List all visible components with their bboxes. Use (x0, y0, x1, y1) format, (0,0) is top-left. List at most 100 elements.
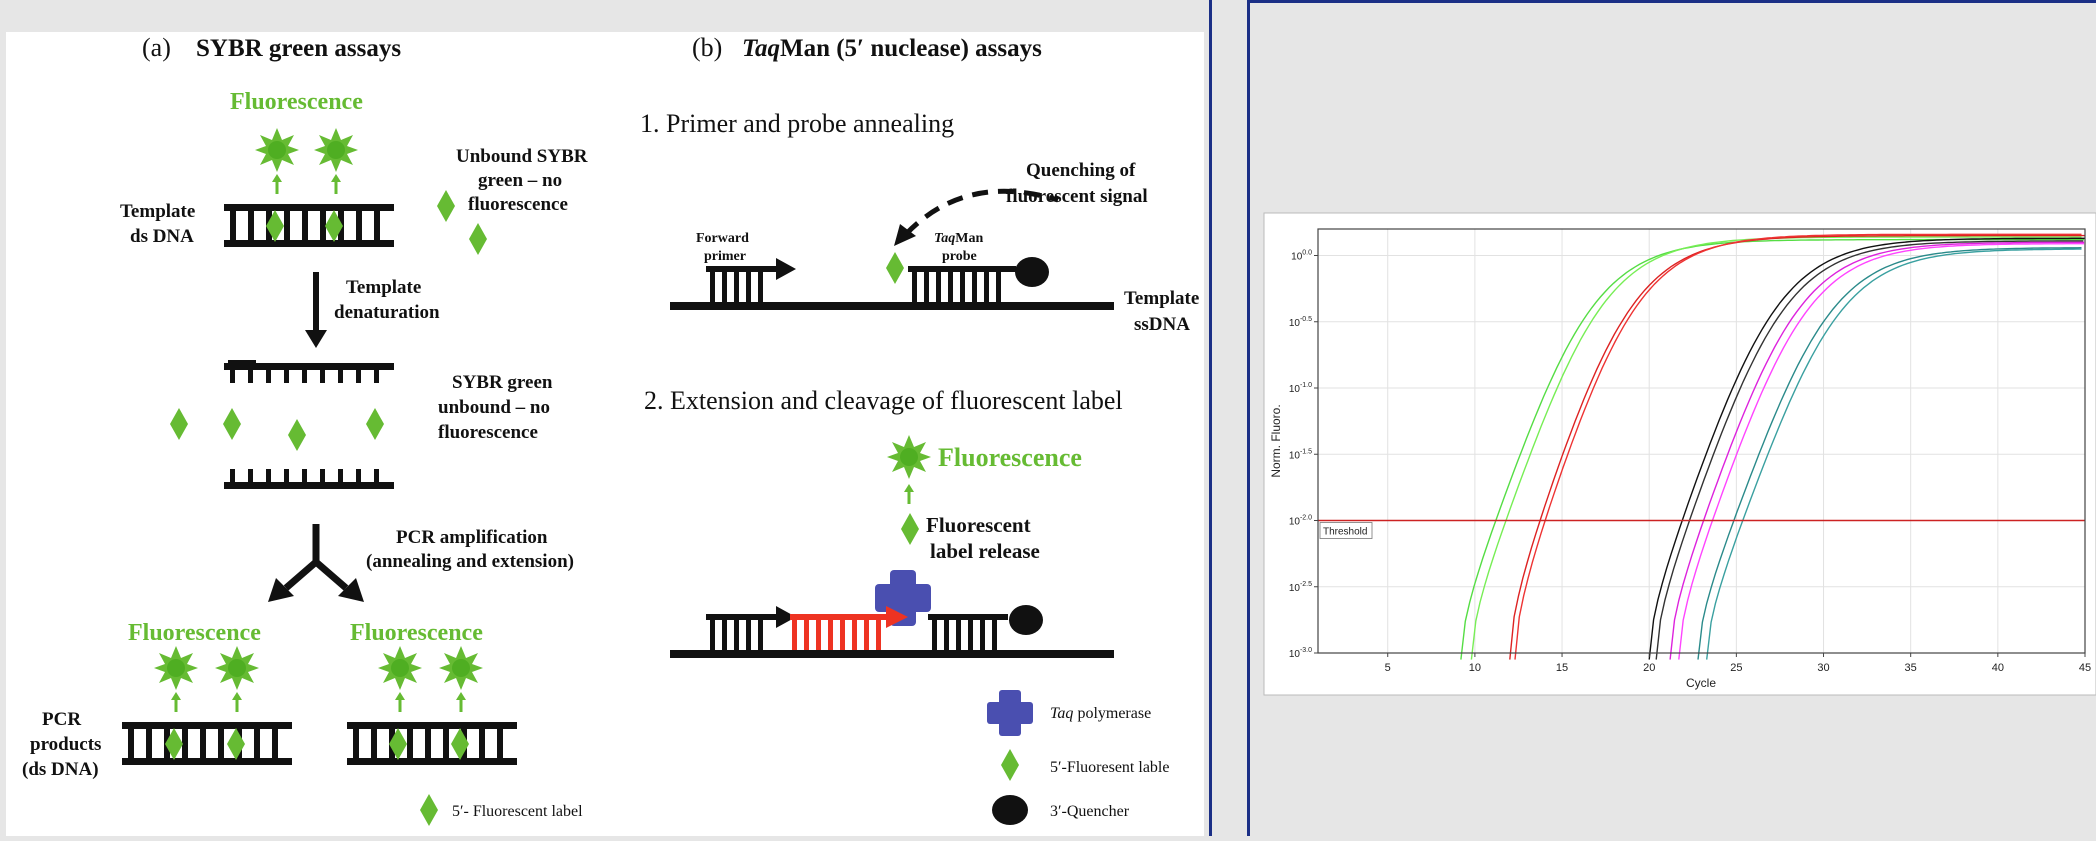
up-arrow-icon (454, 690, 468, 714)
bound-sybr-diamond-icon (227, 728, 245, 760)
legend-fluorescent-label-text: 5′- Fluorescent label (452, 803, 583, 820)
fluorescence-label-top: Fluorescence (230, 89, 363, 115)
pcr-product-ds-dna-icon (347, 722, 517, 765)
taqman-probe (908, 257, 1049, 302)
amplification-curve-10 (1706, 248, 2082, 660)
template-ssdna-strand (670, 302, 1114, 310)
y-tick-label: 100.0 (1291, 250, 1312, 263)
x-tick-label: 45 (2079, 662, 2091, 674)
amplification-curve-5 (1648, 237, 2085, 660)
plot-area-border (1317, 228, 2086, 654)
chart-panel: Threshold 5 10 15 20 25 30 35 40 45 100.0 10-0.5 1… (1247, 0, 2096, 836)
template-ds-dna-label-line1: Template (120, 201, 195, 222)
panel-b-title: TaqMan (5′ nuclease) assays (742, 35, 1042, 62)
threshold-label: Threshold (1323, 527, 1367, 538)
denaturation-label-line2: denaturation (334, 302, 440, 323)
up-arrow-icon (169, 690, 183, 714)
forward-primer-label-line1: Forward (696, 231, 749, 246)
fluorescence-burst-icon (887, 435, 931, 479)
unbound-sybr-diamond-icon (437, 190, 455, 222)
fluorescence-label-right: Fluorescence (350, 620, 483, 646)
fluorescence-burst-icon (215, 646, 259, 690)
legend-fluorophore-text: 5′-Fluoresent lable (1050, 759, 1169, 776)
amplification-curve-4 (1514, 233, 2082, 660)
y-tick-label: 10-2.0 (1289, 515, 1312, 528)
arrow-head-icon (338, 578, 364, 602)
threshold-label-box (1319, 522, 1373, 539)
unbound-sybr-label-line1: Unbound SYBR (456, 146, 588, 167)
legend-taq-polymerase-icon (987, 690, 1033, 736)
step2-fluorescence-label: Fluorescence (938, 443, 1082, 472)
up-arrow-icon (329, 172, 343, 196)
unbound-sybr-label-line3: fluorescence (468, 194, 568, 215)
legend-fluorescent-label-icon (420, 794, 438, 826)
amplification-curve-6 (1655, 240, 2084, 660)
pcr-products-label-line1: PCR (42, 709, 81, 730)
label-release-line1: Fluorescent (926, 513, 1031, 537)
unbound-sybr-diamond-icon (469, 223, 487, 255)
x-axis-ticks: 5 10 15 20 25 30 35 40 45 (1385, 653, 2091, 674)
fluorescence-burst-icon (378, 646, 422, 690)
amplification-curve-3 (1509, 234, 2085, 660)
legend-taq-polymerase-text: Taq polymerase (1050, 705, 1151, 722)
panel-b-label: (b) (692, 33, 722, 62)
forward-primer-label-line2: primer (704, 249, 746, 264)
single-strand-bottom-icon (224, 469, 394, 489)
free-sybr-diamond-icon (170, 408, 188, 440)
y-tick-label: 10-1.5 (1289, 448, 1312, 461)
pcr-products-label-line2: products (30, 734, 101, 755)
x-tick-label: 40 (1992, 662, 2004, 674)
panel-a-label: (a) (142, 33, 171, 62)
x-tick-label: 30 (1817, 662, 1829, 674)
pcr-amplification-label-line1: PCR amplification (396, 527, 548, 548)
up-arrow-icon (270, 172, 284, 196)
strand-overhang (228, 360, 256, 365)
amplification-fork-right (313, 559, 349, 591)
label-release-line2: label release (930, 539, 1040, 563)
cleaved-probe-with-quencher (928, 605, 1043, 650)
pcr-product-ds-dna-icon (122, 722, 292, 765)
x-tick-label: 15 (1556, 662, 1568, 674)
x-tick-label: 25 (1730, 662, 1742, 674)
amplification-chart: Threshold 5 10 15 20 25 30 35 40 45 100.010-0.51… (1263, 212, 2096, 696)
denaturation-label-line1: Template (346, 277, 421, 298)
probe-fluorophore-diamond-icon (886, 252, 904, 284)
template-ssdna-label-line1: Template (1124, 288, 1199, 309)
x-tick-label: 5 (1385, 662, 1391, 674)
legend-quencher-text: 3′-Quencher (1050, 803, 1130, 820)
arrow-head-icon (268, 578, 294, 602)
ds-dna-icon (224, 204, 394, 247)
arrow-head-icon (894, 224, 916, 246)
released-fluorophore-diamond-icon (901, 513, 919, 545)
amplification-curve-9 (1697, 247, 2082, 660)
x-tick-label: 35 (1905, 662, 1917, 674)
x-axis-label: Cycle (1686, 676, 1716, 690)
free-sybr-diamond-icon (288, 419, 306, 451)
free-sybr-diamond-icon (223, 408, 241, 440)
quenching-label-line2: fluorescent signal (1006, 186, 1148, 207)
extending-primer (706, 606, 796, 650)
template-ds-dna-label-line2: ds DNA (130, 226, 194, 247)
legend-fluorophore-icon (1001, 749, 1019, 781)
diagram-panel: (a) SYBR green assays Fluorescence Templ… (6, 0, 1212, 836)
legend-quencher-icon (992, 795, 1028, 825)
step2-heading: 2. Extension and cleavage of fluorescent… (644, 386, 1123, 415)
free-sybr-diamond-icon (366, 408, 384, 440)
y-tick-label: 10-0.5 (1289, 316, 1312, 329)
fluorescence-burst-icon (154, 646, 198, 690)
amplification-curve-8 (1678, 242, 2085, 660)
diagram-canvas: (a) SYBR green assays Fluorescence Templ… (6, 32, 1204, 836)
taqman-probe-label-line2: probe (942, 249, 977, 264)
fluorescence-burst-icon (255, 128, 299, 172)
sybr-unbound-label-line3: fluorescence (438, 422, 538, 443)
single-strand-top-icon (224, 363, 394, 383)
unbound-sybr-label-line2: green – no (478, 170, 562, 191)
amplification-curve-7 (1669, 241, 2085, 660)
template-ssdna-label-line2: ssDNA (1134, 314, 1190, 335)
threshold-line-group: Threshold (1318, 519, 2085, 539)
x-tick-label: 20 (1643, 662, 1655, 674)
pcr-products-label-line3: (ds DNA) (22, 759, 99, 780)
y-tick-label: 10-3.0 (1289, 647, 1312, 660)
panel-a-title: SYBR green assays (196, 35, 401, 62)
up-arrow-icon (902, 482, 916, 506)
